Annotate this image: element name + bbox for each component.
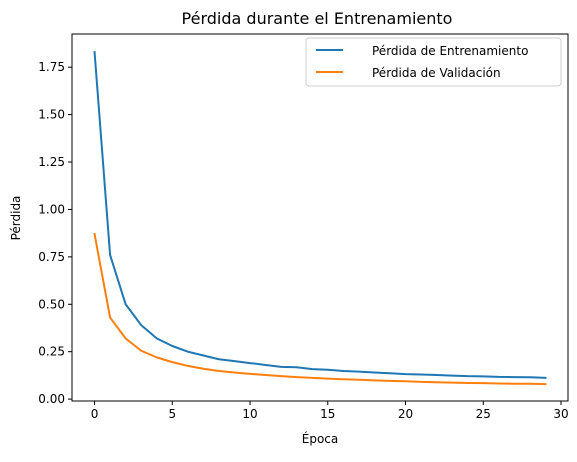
x-tick-label: 5 [168,407,176,421]
legend-label-validacion: Pérdida de Validación [372,66,501,80]
series-line-validacion [93,232,547,386]
x-axis-ticks: 0 5 10 15 20 25 30 [91,401,569,421]
series-layer [93,50,547,386]
chart-title: Pérdida durante el Entrenamiento [182,9,453,28]
y-tick-label: 1.75 [38,60,65,74]
y-tick-label: 0.50 [38,297,65,311]
x-axis-label: Época [302,431,339,446]
y-axis-ticks: 0.00 0.25 0.50 0.75 1.00 1.25 1.50 1.75 [38,60,72,406]
series-line-entrenamiento [93,50,547,379]
y-tick-label: 0.25 [38,345,65,359]
x-tick-label: 10 [242,407,257,421]
y-tick-label: 0.00 [38,392,65,406]
y-tick-label: 1.25 [38,155,65,169]
y-tick-label: 0.75 [38,250,65,264]
x-tick-label: 0 [91,407,99,421]
y-axis-label: Pérdida [9,196,23,241]
legend-box [305,37,562,87]
y-tick-label: 1.50 [38,108,65,122]
x-tick-label: 25 [476,407,491,421]
legend: Pérdida de Entrenamiento Pérdida de Vali… [305,37,562,87]
x-tick-label: 30 [553,407,568,421]
x-tick-label: 20 [398,407,413,421]
plot-area-frame [71,33,569,402]
x-tick-label: 15 [320,407,335,421]
legend-label-entrenamiento: Pérdida de Entrenamiento [372,44,528,58]
y-tick-label: 1.00 [38,202,65,216]
